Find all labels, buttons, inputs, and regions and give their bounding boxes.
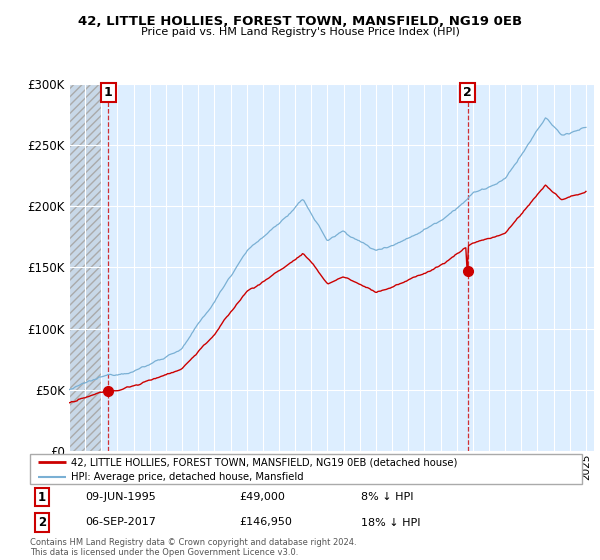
Text: 2: 2 xyxy=(38,516,46,529)
Text: 1: 1 xyxy=(104,86,113,99)
Text: 09-JUN-1995: 09-JUN-1995 xyxy=(85,492,156,502)
Text: £146,950: £146,950 xyxy=(240,517,293,528)
Text: HPI: Average price, detached house, Mansfield: HPI: Average price, detached house, Mans… xyxy=(71,472,304,482)
Text: 1: 1 xyxy=(38,491,46,504)
Text: 2: 2 xyxy=(463,86,472,99)
Text: Price paid vs. HM Land Registry's House Price Index (HPI): Price paid vs. HM Land Registry's House … xyxy=(140,27,460,38)
Text: 42, LITTLE HOLLIES, FOREST TOWN, MANSFIELD, NG19 0EB (detached house): 42, LITTLE HOLLIES, FOREST TOWN, MANSFIE… xyxy=(71,457,458,467)
Text: 06-SEP-2017: 06-SEP-2017 xyxy=(85,517,156,528)
Text: £49,000: £49,000 xyxy=(240,492,286,502)
Bar xyxy=(69,84,101,451)
Text: 8% ↓ HPI: 8% ↓ HPI xyxy=(361,492,414,502)
Text: 18% ↓ HPI: 18% ↓ HPI xyxy=(361,517,421,528)
Text: 42, LITTLE HOLLIES, FOREST TOWN, MANSFIELD, NG19 0EB: 42, LITTLE HOLLIES, FOREST TOWN, MANSFIE… xyxy=(78,15,522,28)
Text: Contains HM Land Registry data © Crown copyright and database right 2024.
This d: Contains HM Land Registry data © Crown c… xyxy=(30,538,356,557)
FancyBboxPatch shape xyxy=(30,454,582,484)
